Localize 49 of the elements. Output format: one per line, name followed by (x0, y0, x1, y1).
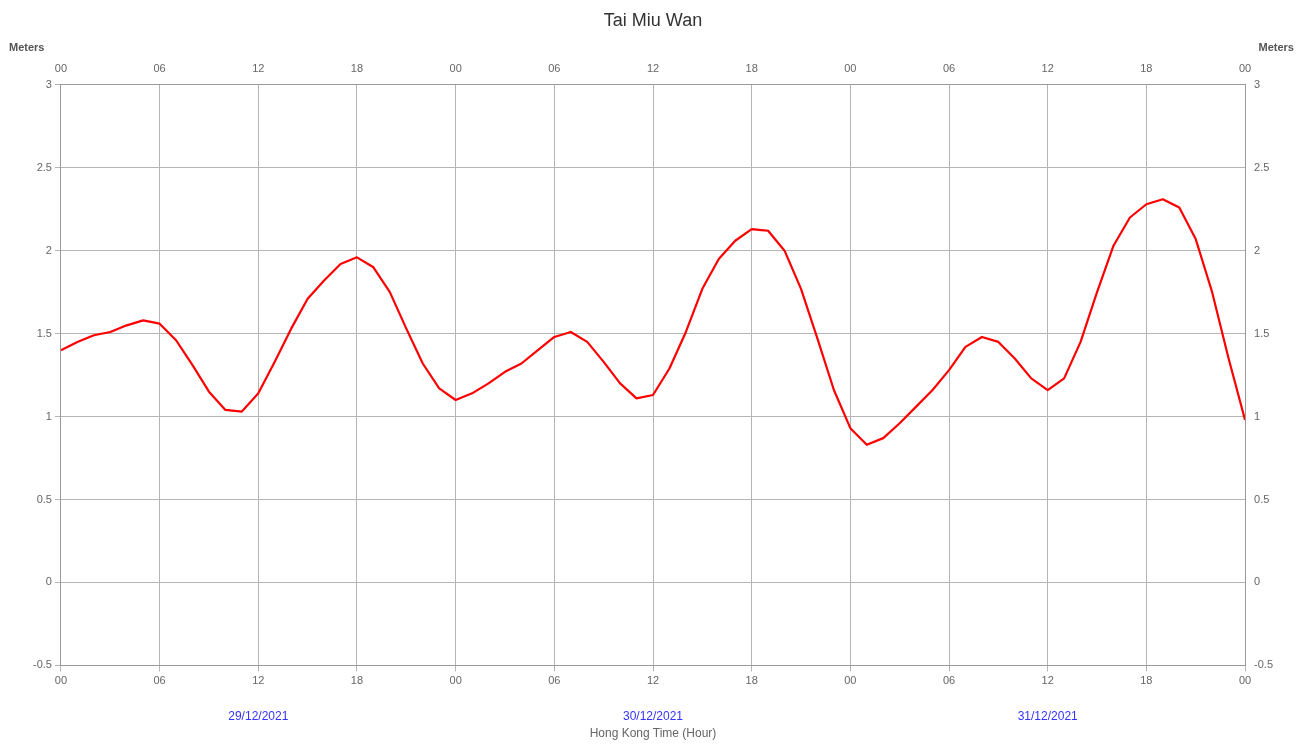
y-tick-label: 0 (45, 575, 52, 588)
x-tick-label: 00 (1238, 674, 1252, 687)
x-tick-label: 18 (1140, 674, 1153, 687)
x-tick-label: 06 (942, 674, 956, 687)
y2-tick-label: 2.5 (1254, 160, 1270, 173)
x2-tick-label: 06 (153, 62, 166, 75)
chart-title: Tai Miu Wan (603, 9, 703, 30)
y-tick-label: 1.5 (36, 326, 52, 339)
y2-tick-label: -0.5 (1254, 658, 1274, 671)
x-tick-label: 12 (252, 674, 265, 687)
x-tick-label: 12 (646, 674, 660, 687)
x-tick-label: 12 (1041, 674, 1054, 687)
x-tick-label: 18 (745, 674, 758, 687)
x2-tick-label: 12 (1041, 62, 1054, 75)
y-tick-label: 1 (45, 409, 52, 422)
x2-tick-label: 00 (449, 62, 462, 75)
x-tick-label: 06 (153, 674, 166, 687)
x2-tick-label: 12 (252, 62, 265, 75)
y-tick-label: 2.5 (36, 160, 52, 173)
x-axis-title: Hong Kong Time (Hour) (589, 726, 717, 741)
text: 30/12/2021 (622, 709, 684, 724)
x2-tick-label: 12 (646, 62, 660, 75)
x2-tick-label: 06 (942, 62, 956, 75)
x2-tick-label: 00 (54, 62, 68, 75)
y2-tick-label: 3 (1254, 77, 1261, 90)
x2-tick-label: 18 (350, 62, 364, 75)
y2-tick-label: 2 (1254, 243, 1261, 256)
y-tick-label: 0.5 (36, 492, 52, 505)
x2-tick-label: 00 (1238, 62, 1252, 75)
y2-tick-label: 0 (1254, 575, 1261, 588)
x-tick-label: 00 (54, 674, 68, 687)
x-tick-label: 18 (350, 674, 364, 687)
x2-tick-label: 18 (745, 62, 758, 75)
y-tick-label: 3 (45, 77, 52, 90)
x-tick-label: 00 (449, 674, 462, 687)
text: 29/12/2021 (228, 709, 289, 724)
y2-tick-label: 1.5 (1254, 326, 1270, 339)
x-tick-label: 06 (548, 674, 561, 687)
y2-axis-title: Meters (1258, 41, 1294, 53)
y-tick-label: 2 (45, 243, 52, 256)
y-tick-label: -0.5 (32, 658, 52, 671)
text: 31/12/2021 (1017, 709, 1079, 724)
x2-tick-label: 00 (844, 62, 857, 75)
y2-tick-label: 1 (1254, 409, 1261, 422)
y2-tick-label: 0.5 (1254, 492, 1270, 505)
x2-tick-label: 18 (1140, 62, 1153, 75)
x-tick-label: 00 (844, 674, 857, 687)
x2-tick-label: 06 (548, 62, 561, 75)
y-axis-title: Meters (9, 41, 45, 53)
